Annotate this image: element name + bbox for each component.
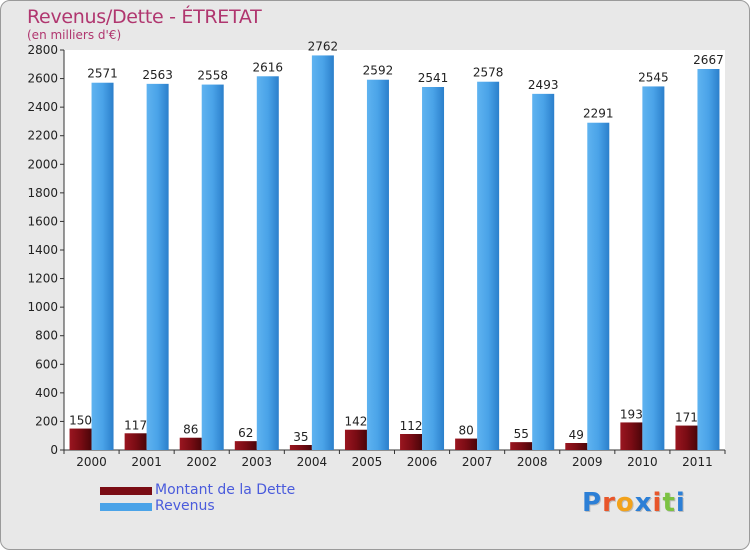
data-label-revenus: 2762 [308,39,339,53]
data-label-revenus: 2541 [418,71,449,85]
bar-dette [565,443,588,450]
data-label-dette: 112 [400,419,423,433]
x-tick-label: 2008 [517,455,548,469]
axes: 0 200 400 600 800 1000 1200 1400 1600 1800 2000 220… [27,43,726,469]
data-label-revenus: 2578 [473,66,504,80]
y-tick-label: 800 [35,329,58,343]
plot-background [64,50,725,450]
bar-revenus [201,84,224,451]
bar-dette [510,442,533,450]
x-tick-label: 2003 [242,455,273,469]
bar-dette [400,434,423,450]
y-tick-label: 600 [35,357,58,371]
x-tick-label: 2000 [76,455,107,469]
x-tick-label: 2006 [407,455,438,469]
bar-dette [69,428,92,450]
bar-dette [124,433,147,450]
legend-label-dette: Montant de la Dette [155,482,296,498]
data-label-dette: 171 [675,411,698,425]
y-tick-label: 200 [35,414,58,428]
y-tick-label: 1000 [27,300,58,314]
chart-subtitle: (en milliers d'€) [27,28,122,42]
data-label-dette: 142 [345,415,368,429]
y-tick-label: 2400 [27,100,58,114]
bar-dette [344,429,367,450]
data-label-revenus: 2571 [87,67,118,81]
data-labels: 150 2571 117 2563 86 2558 62 2616 35 2762 142 2592 1… [69,39,724,444]
data-label-revenus: 2545 [638,70,669,84]
logo-letter: x [634,488,653,518]
y-tick-label: 2200 [27,129,58,143]
y-tick-label: 1800 [27,186,58,200]
y-tick-label: 1600 [27,214,58,228]
bar-revenus [146,83,169,450]
bar-revenus [422,87,445,450]
bar-revenus [532,93,555,450]
data-label-revenus: 2558 [197,69,228,83]
bar-revenus [311,55,334,451]
bar-revenus [91,82,114,450]
data-label-dette: 35 [293,430,308,444]
legend-swatch-revenus [100,503,152,511]
data-label-dette: 49 [569,428,584,442]
y-tick-label: 1400 [27,243,58,257]
legend-swatch-dette [100,487,152,495]
data-label-revenus: 2667 [693,53,724,67]
bar-revenus [477,81,500,450]
data-label-dette: 150 [69,414,92,428]
logo-letter: i [652,488,663,518]
bar-dette [455,438,478,450]
x-tick-label: 2010 [627,455,658,469]
logo-letter: P [582,488,603,518]
logo-letter: r [602,488,616,518]
data-label-dette: 86 [183,423,198,437]
bars [69,55,720,451]
x-tick-label: 2001 [131,455,162,469]
data-label-revenus: 2592 [363,64,394,78]
bar-revenus [256,76,279,451]
data-label-dette: 55 [514,427,529,441]
y-tick-label: 2600 [27,72,58,86]
y-tick-label: 400 [35,386,58,400]
chart-title: Revenus/Dette - ÉTRETAT [27,6,262,28]
data-label-dette: 193 [620,407,643,421]
x-tick-label: 2005 [352,455,383,469]
data-label-revenus: 2563 [142,68,173,82]
logo-letter: i [675,488,686,518]
data-label-revenus: 2291 [583,107,614,121]
bar-dette [234,441,257,450]
x-tick-label: 2009 [572,455,603,469]
data-label-revenus: 2493 [528,78,559,92]
x-tick-label: 2011 [682,455,713,469]
data-label-revenus: 2616 [253,60,284,74]
logo-letter: t [662,488,676,518]
y-tick-label: 1200 [27,272,58,286]
y-tick-label: 0 [50,443,58,457]
bar-revenus [587,122,610,450]
proxiti-logo: Proxiti [582,488,686,518]
data-label-dette: 62 [238,426,253,440]
y-tick-label: 2000 [27,157,58,171]
bar-revenus [697,69,720,450]
logo-letter: o [615,488,635,518]
y-tick-label: 2800 [27,43,58,57]
x-tick-label: 2002 [186,455,217,469]
x-tick-label: 2004 [297,455,328,469]
bar-revenus [366,79,389,450]
bar-dette [675,425,698,450]
plot-area [64,50,725,450]
bar-revenus [642,86,665,450]
bar-dette [620,422,643,450]
bar-dette [289,445,312,450]
data-label-dette: 117 [124,418,147,432]
data-label-dette: 80 [458,424,473,438]
bar-dette [179,437,202,450]
x-tick-label: 2007 [462,455,493,469]
legend-label-revenus: Revenus [155,498,215,514]
